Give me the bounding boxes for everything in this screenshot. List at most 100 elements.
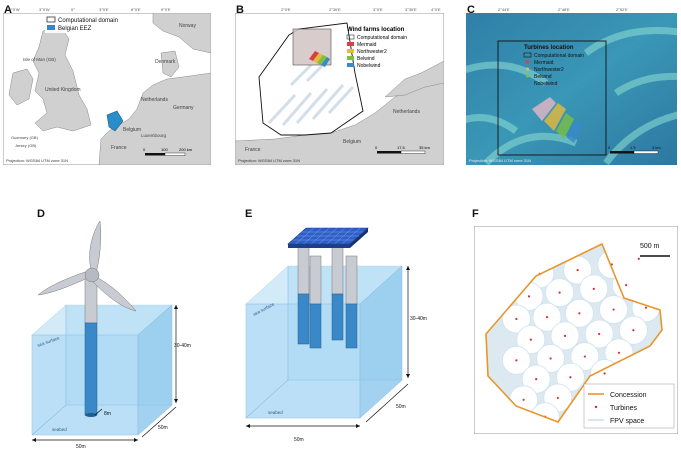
legend-c-0: Computational domain — [534, 53, 584, 59]
turbine-dot — [576, 268, 579, 272]
turbine-dot — [592, 287, 595, 290]
tick-b: 2°30'E — [329, 7, 341, 12]
turbine-dot — [583, 355, 586, 358]
turbine-dot — [603, 372, 606, 375]
turbine-dot — [558, 291, 561, 294]
panel-label-d: D — [37, 208, 45, 220]
country-label: France — [111, 145, 127, 151]
legend-b-4: Nobelwind — [357, 63, 381, 69]
turbine-dot — [632, 329, 635, 332]
panel-label-e: E — [245, 208, 253, 220]
tick-a: 6°0'W — [9, 7, 20, 12]
depth-label-d: 30-40m — [174, 343, 191, 349]
country-label: Belgium — [343, 139, 361, 145]
legend-a-1: Belgian EEZ — [58, 26, 92, 32]
land-ireland — [8, 68, 34, 106]
scale-c-1: 1.5 — [630, 145, 636, 150]
legend-b-3: Belwind — [357, 56, 375, 62]
depth-label-e: 30-40m — [410, 316, 427, 322]
depth-side-label-d: 50m — [158, 425, 168, 431]
tick-a: 6°0'E — [131, 7, 141, 12]
turbine-dot — [556, 396, 559, 400]
domain-outline-b — [258, 22, 364, 136]
scale-b-0: 0 — [375, 145, 378, 150]
turbine-dot — [529, 338, 532, 341]
scale-label-f: 500 m — [640, 243, 660, 250]
legend-c-title: Turbines location — [524, 45, 574, 51]
tick-a: 9°0'E — [161, 7, 171, 12]
turbine-dot — [535, 378, 538, 381]
scale-b-1: 17.5 — [397, 145, 406, 150]
country-label: Guernsey (GB) — [11, 135, 39, 140]
turbine-dot — [545, 315, 549, 319]
seabed-label-e: seabed — [268, 410, 283, 415]
map-panel-a: Computational domain Belgian EEZ Isle of… — [3, 13, 211, 165]
tick-c: 2°48'E — [558, 7, 570, 12]
country-label: Norway — [179, 23, 196, 29]
country-label: Jersey (GB) — [15, 143, 37, 148]
land-denmark — [160, 50, 180, 78]
turbine-dot — [644, 306, 648, 309]
scale-b-2: 35 km — [419, 145, 431, 150]
country-label: France — [245, 147, 261, 153]
tick-b: 4°0'E — [431, 7, 441, 12]
legend-b-2: Northwester2 — [357, 49, 387, 55]
turbine-dot — [549, 357, 552, 360]
scale-a-1: 100 — [161, 147, 168, 152]
layout-panel-f: 500 m Concession Turbines FPV space — [474, 226, 678, 434]
legend-f-fpv: FPV space — [610, 418, 644, 425]
legend-c-1: Mermaid — [534, 60, 554, 66]
fpv-piles-e — [297, 243, 358, 349]
tick-c: 2°44'E — [498, 7, 510, 12]
land-uk — [32, 26, 92, 132]
solar-panel-array-e — [287, 227, 369, 248]
tick-a: 3°0'E — [99, 7, 109, 12]
map-panel-c: Turbines location Computational domain M… — [466, 13, 677, 165]
turbine-dot — [625, 284, 628, 287]
turbine-dot — [563, 334, 567, 337]
turbine-diagram-d: sea surface seabed 8m 50m 50m 30-40m — [31, 220, 191, 450]
tick-a: 3°0'W — [39, 7, 50, 12]
tick-b: 2°0'E — [281, 7, 291, 12]
panel-label-f: F — [472, 208, 479, 220]
country-label: Netherlands — [393, 109, 420, 115]
land-coast-b — [235, 74, 444, 165]
turbine-dot — [527, 295, 531, 298]
country-label: Netherlands — [141, 97, 168, 103]
panel-label-a: A — [4, 4, 12, 16]
legend-a-0: Computational domain — [58, 18, 118, 24]
legend-f-concession: Concession — [610, 392, 647, 399]
tick-a: 0° — [71, 7, 75, 12]
turbine-cluster-c — [532, 97, 584, 143]
land-norway — [152, 13, 211, 54]
turbine-dot — [637, 257, 640, 260]
scale-a-2: 200 km — [179, 147, 193, 152]
eez-belgium — [106, 110, 124, 132]
country-label: Denmark — [155, 59, 176, 65]
projection-a: Projection: WGS84 UTM zone 31N — [6, 158, 68, 163]
wind-farms-b — [309, 51, 330, 67]
projection-c: Projection: WGS84 UTM zone 31N — [469, 158, 531, 163]
land-netherlands-b — [384, 60, 444, 98]
turbine-dot — [515, 359, 518, 362]
turbine-dot — [578, 312, 581, 315]
tick-c: 2°52'E — [616, 7, 628, 12]
map-panel-b: Wind farms location Computational domain… — [235, 13, 444, 165]
tick-b: 3°0'E — [373, 7, 383, 12]
turbine-dot — [569, 376, 572, 379]
ticks-panel-b: 2°0'E 2°30'E 3°0'E 3°30'E 4°0'E — [281, 7, 441, 12]
turbine-dot — [612, 308, 615, 311]
depth-side-label-e: 50m — [396, 404, 406, 410]
legend-c-2: Northwester2 — [534, 67, 564, 73]
projection-b: Projection: WGS84 UTM zone 31N — [238, 158, 300, 163]
tick-b: 3°30'E — [405, 7, 417, 12]
legend-c-3: Belwind — [534, 74, 552, 80]
seabed-label-d: seabed — [52, 427, 67, 432]
concession-outline — [485, 242, 663, 423]
scale-c-2: 3 km — [652, 145, 661, 150]
legend-b-1: Mermaid — [357, 42, 377, 48]
scale-c-0: 0 — [608, 145, 611, 150]
turbine-dot — [617, 351, 621, 354]
width-label-d: 50m — [76, 444, 86, 450]
scale-a-0: 0 — [143, 147, 146, 152]
